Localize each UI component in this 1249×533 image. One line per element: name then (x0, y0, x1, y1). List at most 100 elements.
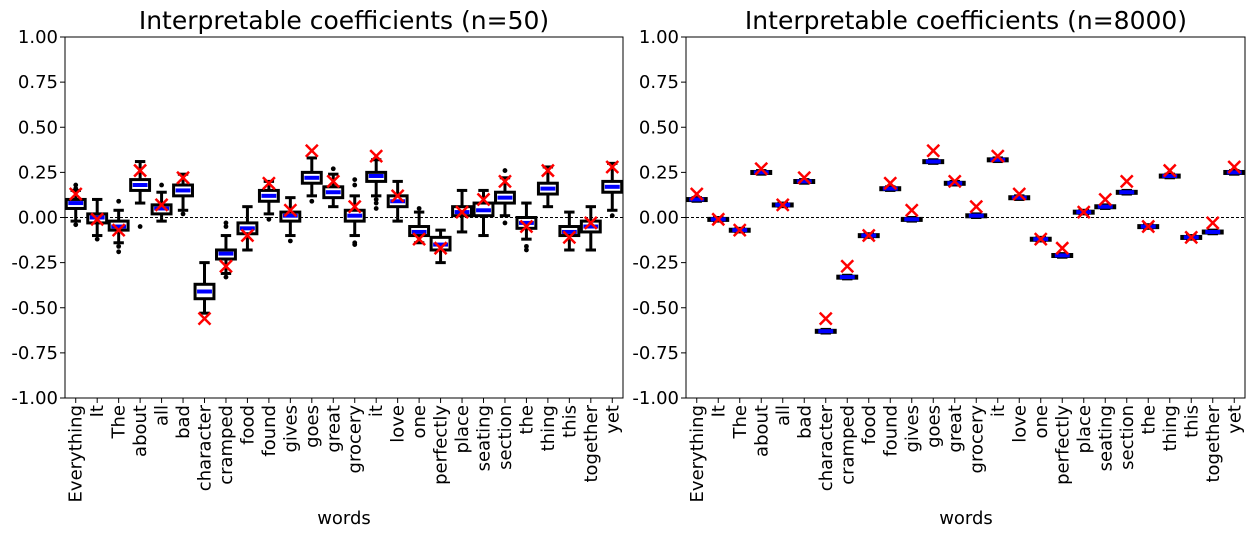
outlier-point (73, 182, 79, 188)
outlier-point (223, 274, 229, 280)
outlier-point (137, 224, 143, 229)
outlier-point (524, 243, 529, 249)
marker-stroke (1098, 192, 1113, 207)
y-tick-label: -0.25 (632, 253, 679, 274)
marker-stroke (947, 174, 962, 189)
chart-panel-n50: Interpretable coefficients (n=50) words … (11, 6, 624, 529)
marker-stroke (904, 203, 919, 218)
marker-stroke (754, 161, 769, 176)
x-tick-label: section (495, 405, 516, 470)
outlier-point (373, 206, 379, 211)
marker-stroke (455, 205, 469, 219)
true-value-marker (390, 188, 405, 203)
true-value-marker (455, 205, 469, 219)
x-tick-label: this (559, 405, 580, 438)
marker-stroke (732, 223, 747, 238)
x-tick-label: all (773, 405, 794, 426)
marker-stroke (797, 170, 812, 185)
x-tick-label: bad (173, 405, 194, 439)
marker-stroke (219, 259, 233, 274)
marker-stroke (605, 160, 620, 174)
x-tick-label: together (581, 404, 602, 482)
x-tick-label: all (152, 405, 173, 426)
marker-stroke (1119, 174, 1134, 189)
x-axis-label: words (939, 508, 993, 529)
true-value-marker (1119, 174, 1134, 189)
x-tick-label: It (708, 405, 729, 417)
y-tick-label: -1.00 (632, 388, 679, 409)
true-value-marker (797, 170, 812, 185)
true-value-marker (1205, 216, 1220, 230)
outlier-point (502, 168, 508, 173)
chart-panel-n8000: Interpretable coefficients (n=8000) word… (632, 6, 1246, 529)
marker-stroke (861, 228, 876, 243)
x-tick-label: this (1181, 405, 1202, 438)
x-tick-label: place (1074, 405, 1095, 453)
x-tick-label: the (516, 405, 537, 435)
x-tick-label: character (195, 404, 216, 491)
marker-stroke (1227, 160, 1242, 174)
outlier-point (73, 222, 79, 228)
marker-stroke (68, 187, 83, 201)
x-tick-label: one (409, 405, 430, 439)
x-tick-label: love (388, 405, 409, 443)
x-tick-label: the (1138, 405, 1159, 435)
x-tick-label: character (816, 404, 837, 491)
outlier-point (73, 186, 79, 192)
x-tick-label: gives (280, 405, 301, 453)
chart-title: Interpretable coefficients (n=50) (139, 6, 549, 35)
true-value-marker (519, 219, 534, 234)
marker-stroke (1141, 219, 1156, 234)
y-tick-label: 0.00 (639, 208, 679, 229)
true-value-marker (154, 197, 169, 212)
true-value-marker (1227, 160, 1242, 174)
true-value-marker (412, 232, 426, 247)
x-tick-label: great (323, 405, 344, 453)
y-tick-label: 0.50 (18, 117, 58, 138)
outlier-point (116, 249, 122, 255)
true-value-marker (1055, 241, 1070, 256)
marker-stroke (240, 228, 255, 243)
x-tick-label: cramped (216, 405, 237, 485)
marker-stroke (840, 259, 855, 274)
marker-stroke (689, 187, 704, 201)
x-tick-label: found (880, 405, 901, 457)
x-axis-label: words (317, 508, 371, 529)
marker-stroke (133, 163, 147, 178)
marker-stroke (197, 311, 212, 326)
outlier-point (180, 211, 186, 217)
marker-stroke (412, 232, 426, 247)
x-tick-label: found (259, 405, 280, 457)
x-tick-label: yet (602, 405, 623, 434)
x-tick-label: love (1009, 405, 1030, 443)
marker-stroke (476, 192, 491, 207)
x-tick-label: Everything (687, 405, 708, 502)
true-value-marker (90, 212, 105, 227)
true-value-marker (111, 223, 126, 238)
outlier-point (223, 224, 229, 229)
x-tick-label: seating (474, 405, 495, 471)
marker-stroke (433, 241, 448, 256)
true-value-marker (926, 143, 941, 158)
outlier-point (330, 166, 336, 172)
x-tick-label: seating (1095, 405, 1116, 471)
marker-stroke (818, 311, 833, 326)
marker-stroke (711, 212, 726, 227)
x-tick-label: thing (538, 405, 559, 451)
marker-stroke (519, 219, 534, 234)
true-value-marker (219, 259, 233, 274)
true-value-marker (476, 192, 491, 207)
marker-stroke (990, 149, 1005, 164)
true-value-marker (197, 311, 212, 326)
marker-stroke (304, 143, 319, 158)
x-tick-label: section (1117, 405, 1138, 470)
y-tick-label: -0.50 (632, 298, 679, 319)
x-tick-label: The (730, 405, 751, 439)
marker-stroke (1076, 205, 1091, 219)
x-tick-label: great (945, 405, 966, 453)
y-tick-label: -0.50 (11, 298, 58, 319)
x-tick-label: grocery (345, 405, 366, 474)
true-value-marker (133, 163, 147, 178)
true-value-marker (840, 259, 855, 274)
x-tick-label: gives (902, 405, 923, 453)
